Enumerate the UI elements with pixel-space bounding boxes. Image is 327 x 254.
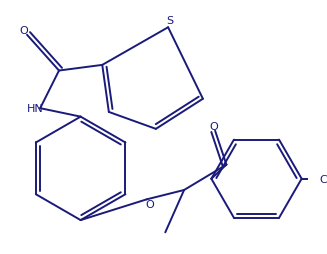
Text: S: S bbox=[166, 17, 173, 26]
Text: Cl: Cl bbox=[319, 174, 327, 184]
Text: O: O bbox=[209, 122, 218, 132]
Text: HN: HN bbox=[27, 104, 44, 114]
Text: O: O bbox=[145, 199, 154, 209]
Text: O: O bbox=[19, 26, 28, 36]
